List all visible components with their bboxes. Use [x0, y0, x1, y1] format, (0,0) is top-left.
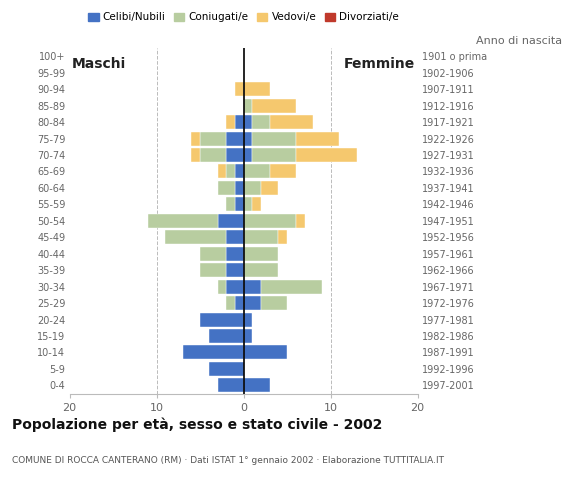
Bar — [200, 247, 226, 261]
Bar — [218, 181, 235, 195]
Bar — [244, 214, 296, 228]
Bar — [252, 115, 270, 129]
Bar — [252, 197, 261, 211]
Bar — [226, 263, 244, 277]
Bar — [244, 247, 278, 261]
Bar — [296, 132, 339, 145]
Bar — [270, 115, 313, 129]
Bar — [226, 230, 244, 244]
Bar — [244, 378, 270, 392]
Bar — [235, 82, 244, 96]
Bar — [226, 296, 235, 310]
Bar — [235, 115, 244, 129]
Bar — [200, 263, 226, 277]
Bar — [244, 280, 261, 294]
Bar — [218, 214, 244, 228]
Bar — [165, 230, 226, 244]
Bar — [226, 247, 244, 261]
Text: COMUNE DI ROCCA CANTERANO (RM) · Dati ISTAT 1° gennaio 2002 · Elaborazione TUTTI: COMUNE DI ROCCA CANTERANO (RM) · Dati IS… — [12, 456, 444, 465]
Bar — [244, 148, 252, 162]
Bar — [200, 312, 244, 326]
Bar — [226, 115, 235, 129]
Bar — [244, 263, 278, 277]
Bar — [244, 165, 270, 179]
Text: Popolazione per età, sesso e stato civile - 2002: Popolazione per età, sesso e stato civil… — [12, 418, 382, 432]
Text: Maschi: Maschi — [72, 58, 126, 72]
Text: Anno di nascita: Anno di nascita — [477, 36, 563, 46]
Bar — [244, 346, 287, 360]
Bar — [244, 115, 252, 129]
Bar — [261, 280, 322, 294]
Bar — [278, 230, 287, 244]
Bar — [235, 197, 244, 211]
Bar — [235, 181, 244, 195]
Bar — [244, 197, 252, 211]
Bar — [226, 197, 235, 211]
Bar — [235, 296, 244, 310]
Bar — [261, 296, 287, 310]
Bar — [244, 181, 261, 195]
Bar — [244, 329, 252, 343]
Bar — [244, 98, 252, 113]
Bar — [244, 82, 270, 96]
Bar — [252, 98, 296, 113]
Bar — [252, 132, 296, 145]
Bar — [261, 181, 278, 195]
Bar — [226, 132, 244, 145]
Bar — [244, 296, 261, 310]
Bar — [191, 148, 200, 162]
Bar — [209, 329, 244, 343]
Bar — [148, 214, 218, 228]
Bar — [244, 132, 252, 145]
Bar — [200, 132, 226, 145]
Text: Femmine: Femmine — [344, 58, 415, 72]
Bar — [226, 165, 235, 179]
Bar — [218, 165, 226, 179]
Bar — [218, 378, 244, 392]
Bar — [296, 148, 357, 162]
Legend: Celibi/Nubili, Coniugati/e, Vedovi/e, Divorziati/e: Celibi/Nubili, Coniugati/e, Vedovi/e, Di… — [84, 8, 403, 26]
Bar — [200, 148, 226, 162]
Bar — [244, 230, 278, 244]
Bar — [226, 280, 244, 294]
Bar — [235, 165, 244, 179]
Bar — [296, 214, 304, 228]
Bar — [244, 312, 252, 326]
Bar — [270, 165, 296, 179]
Bar — [191, 132, 200, 145]
Bar — [252, 148, 296, 162]
Bar — [226, 148, 244, 162]
Bar — [209, 362, 244, 376]
Bar — [218, 280, 226, 294]
Bar — [183, 346, 244, 360]
